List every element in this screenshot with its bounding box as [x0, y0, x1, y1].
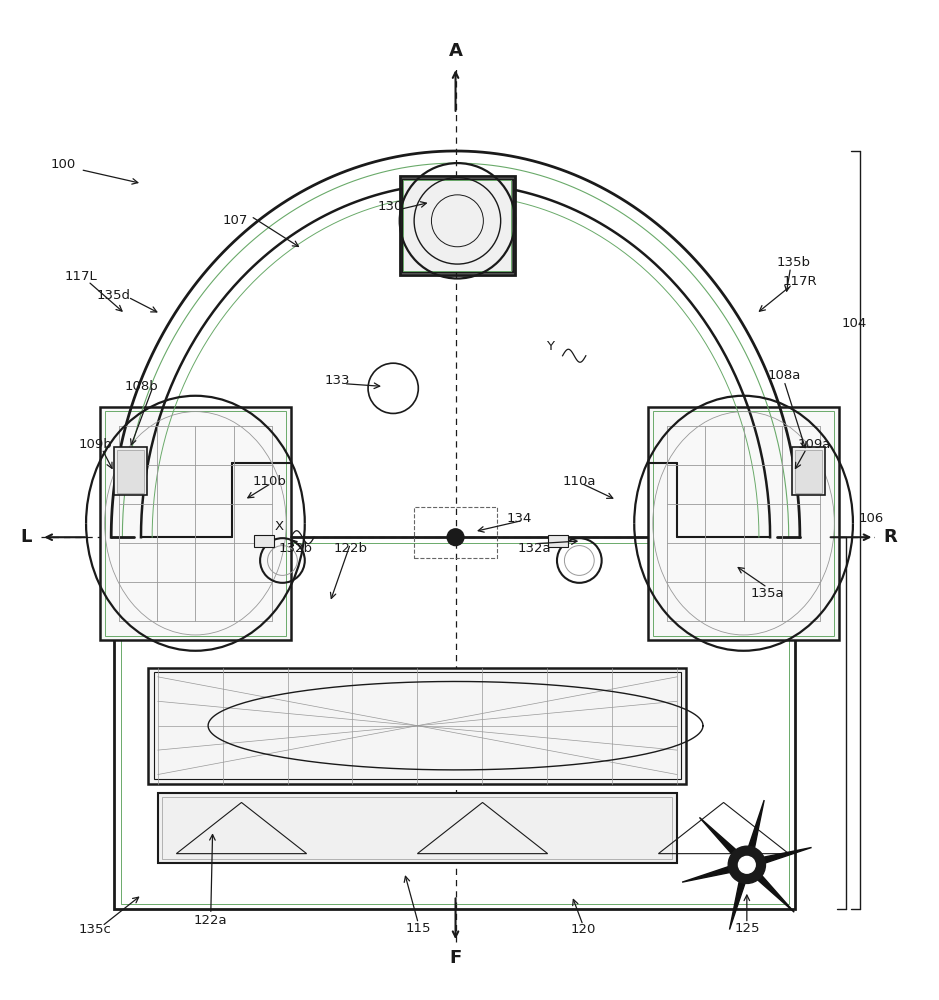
Text: 135a: 135a [750, 587, 784, 600]
Text: F: F [450, 949, 462, 967]
Text: 125: 125 [734, 922, 760, 935]
Text: 109b: 109b [79, 438, 113, 451]
Text: Y: Y [546, 340, 554, 353]
Bar [793, 447, 825, 495]
Text: 135b: 135b [777, 256, 810, 269]
Bar [116, 450, 144, 493]
Polygon shape [755, 873, 794, 912]
Text: 110a: 110a [562, 475, 596, 488]
Bar [648, 407, 839, 640]
Bar [100, 407, 291, 640]
Circle shape [447, 529, 464, 546]
Text: 104: 104 [841, 317, 867, 330]
Polygon shape [747, 800, 764, 852]
Text: 132b: 132b [279, 542, 313, 555]
Text: 108a: 108a [767, 369, 801, 382]
Text: 132a: 132a [517, 542, 551, 555]
Text: 117R: 117R [782, 275, 817, 288]
Bar [114, 537, 795, 909]
Text: 135c: 135c [79, 923, 112, 936]
Bar [653, 411, 835, 636]
Text: 115: 115 [406, 922, 431, 935]
Bar [404, 180, 512, 271]
Bar [400, 176, 516, 275]
Text: 106: 106 [859, 512, 885, 525]
Circle shape [729, 846, 765, 883]
Bar [120, 543, 789, 904]
Bar [162, 797, 672, 859]
Text: L: L [21, 528, 32, 546]
Text: 109a: 109a [797, 438, 830, 451]
Text: 130: 130 [377, 200, 403, 213]
Text: A: A [449, 42, 463, 60]
Bar [154, 672, 681, 779]
Text: 134: 134 [506, 512, 531, 525]
Bar [254, 535, 274, 547]
Text: 122a: 122a [194, 914, 227, 927]
Text: 108b: 108b [125, 380, 159, 393]
Bar [148, 668, 686, 784]
Bar [114, 447, 146, 495]
Text: 117L: 117L [64, 270, 97, 283]
Text: 120: 120 [570, 923, 595, 936]
Text: X: X [274, 520, 284, 533]
Text: 133: 133 [325, 374, 350, 387]
Circle shape [738, 856, 755, 873]
Text: 110b: 110b [253, 475, 286, 488]
Bar [547, 535, 568, 547]
Text: 122b: 122b [333, 542, 367, 555]
Bar [104, 411, 286, 636]
Bar [795, 450, 823, 493]
Polygon shape [682, 865, 733, 882]
Text: 135d: 135d [97, 289, 131, 302]
Bar [414, 507, 498, 558]
Text: 100: 100 [50, 158, 75, 171]
Polygon shape [730, 878, 747, 930]
Bar [402, 179, 514, 272]
Text: R: R [884, 528, 898, 546]
Bar [158, 793, 677, 863]
Polygon shape [760, 847, 811, 864]
Text: 107: 107 [223, 214, 248, 227]
Polygon shape [700, 817, 739, 857]
